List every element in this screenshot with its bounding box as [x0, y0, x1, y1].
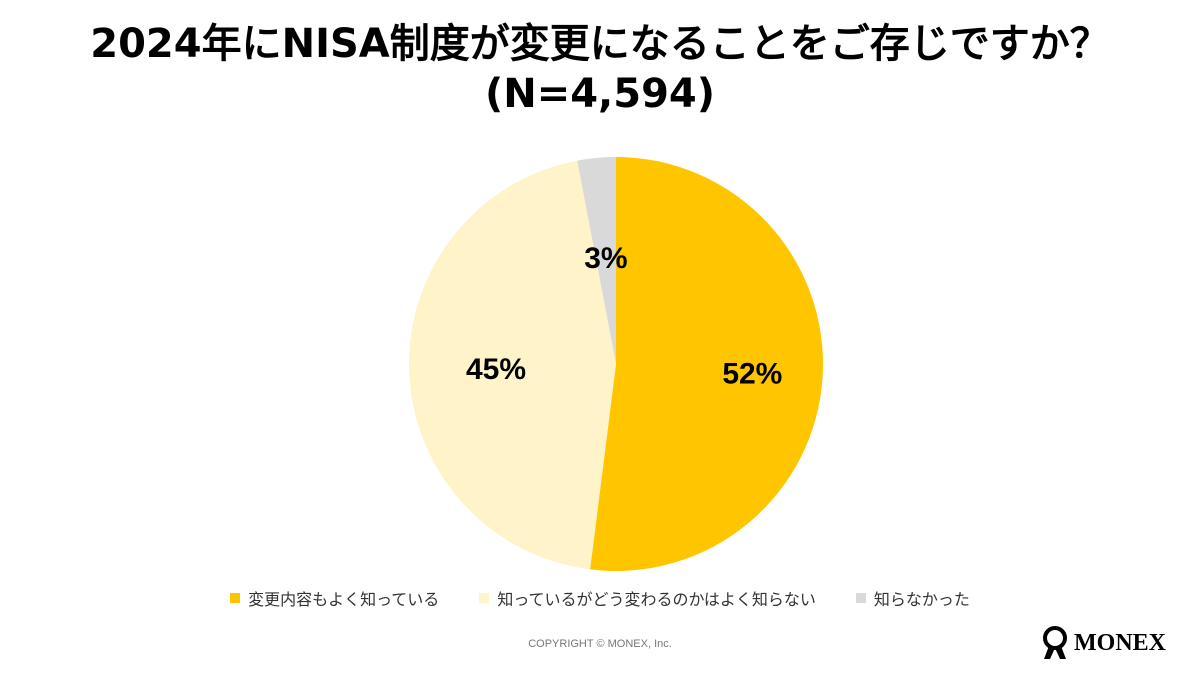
monex-logo: MONEX	[1040, 626, 1166, 660]
chart-legend: 変更内容もよく知っている 知っているがどう変わるのかはよく知らない 知らなかった	[0, 586, 1200, 610]
slice-data-label: 52%	[722, 358, 782, 391]
legend-label: 知っているがどう変わるのかはよく知らない	[497, 590, 816, 609]
legend-item-aware-not-details: 知っているがどう変わるのかはよく知らない	[479, 586, 816, 610]
legend-label: 変更内容もよく知っている	[248, 590, 440, 609]
monex-mark-icon	[1043, 626, 1067, 659]
pie-slice	[409, 160, 616, 570]
copyright-text: COPYRIGHT © MONEX, Inc.	[528, 638, 672, 650]
chart-subtitle: (N=4,594)	[484, 71, 716, 117]
legend-item-well-known: 変更内容もよく知っている	[230, 586, 439, 610]
legend-swatch	[479, 593, 490, 603]
legend-item-unaware: 知らなかった	[855, 586, 970, 610]
pie-chart: 52% 45% 3%	[409, 157, 824, 571]
slice-data-label: 45%	[466, 353, 526, 386]
legend-label: 知らなかった	[873, 590, 970, 609]
chart-title: 2024年にNISA制度が変更になることをご存じですか？	[90, 21, 1110, 67]
pie-slice	[590, 157, 824, 571]
legend-swatch	[855, 593, 866, 603]
slice-data-label: 3%	[584, 242, 627, 275]
pie-slice	[577, 157, 616, 364]
logo-text: MONEX	[1074, 629, 1166, 656]
legend-swatch	[230, 593, 241, 603]
